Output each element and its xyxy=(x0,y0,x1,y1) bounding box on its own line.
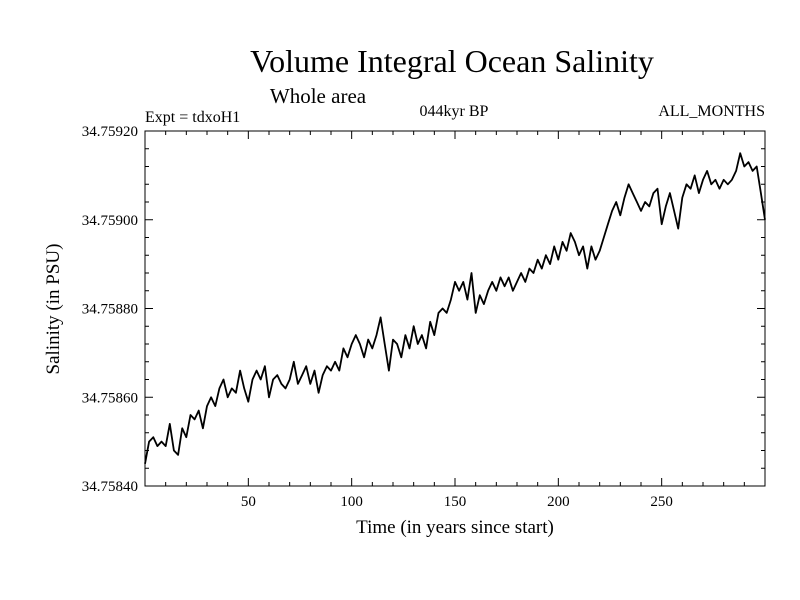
x-axis-tick-labels: 50 100 150 200 250 xyxy=(241,494,673,510)
y-tick-label: 34.75840 xyxy=(82,479,138,495)
series-group xyxy=(144,152,766,464)
x-tick-label: 250 xyxy=(650,494,673,510)
x-axis-label: Time (in years since start) xyxy=(356,517,554,538)
plot-frame xyxy=(144,130,766,487)
experiment-label: Expt = tdxoH1 xyxy=(145,109,240,126)
chart-subtitle: Whole area xyxy=(270,84,367,108)
period-label: 044kyr BP xyxy=(420,103,489,120)
y-tick-label: 34.75900 xyxy=(82,213,138,229)
y-axis-ticks xyxy=(145,148,765,469)
y-tick-label: 34.75860 xyxy=(82,390,138,406)
y-tick-label: 34.75880 xyxy=(82,302,138,318)
x-tick-label: 100 xyxy=(340,494,363,510)
y-axis-tick-labels: 34.75840 34.75860 34.75880 34.75900 34.75920 xyxy=(82,124,138,495)
x-axis-ticks xyxy=(165,131,745,486)
x-tick-label: 50 xyxy=(241,494,256,510)
x-tick-label: 200 xyxy=(547,494,570,510)
chart-title: Volume Integral Ocean Salinity xyxy=(250,43,654,79)
x-tick-label: 150 xyxy=(444,494,467,510)
months-label: ALL_MONTHS xyxy=(658,103,765,120)
y-tick-label: 34.75920 xyxy=(82,124,138,140)
y-axis-label: Salinity (in PSU) xyxy=(43,244,64,375)
series-line-salinity xyxy=(144,152,766,464)
